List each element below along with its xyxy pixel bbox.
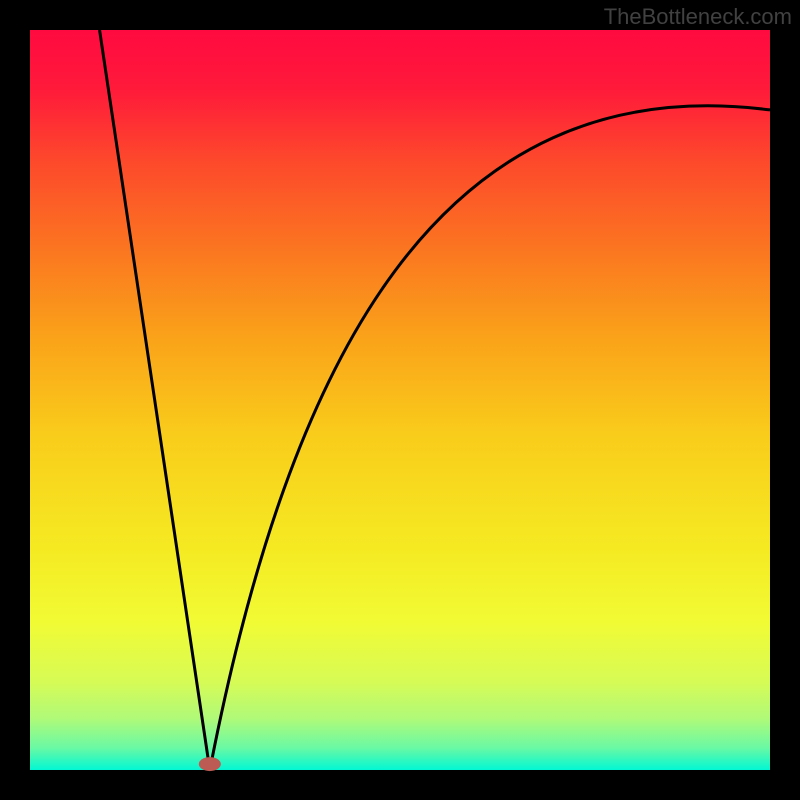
plot-background — [30, 30, 770, 770]
watermark-text: TheBottleneck.com — [604, 4, 792, 30]
minimum-marker — [199, 757, 221, 771]
chart-svg — [0, 0, 800, 800]
chart-container: TheBottleneck.com — [0, 0, 800, 800]
